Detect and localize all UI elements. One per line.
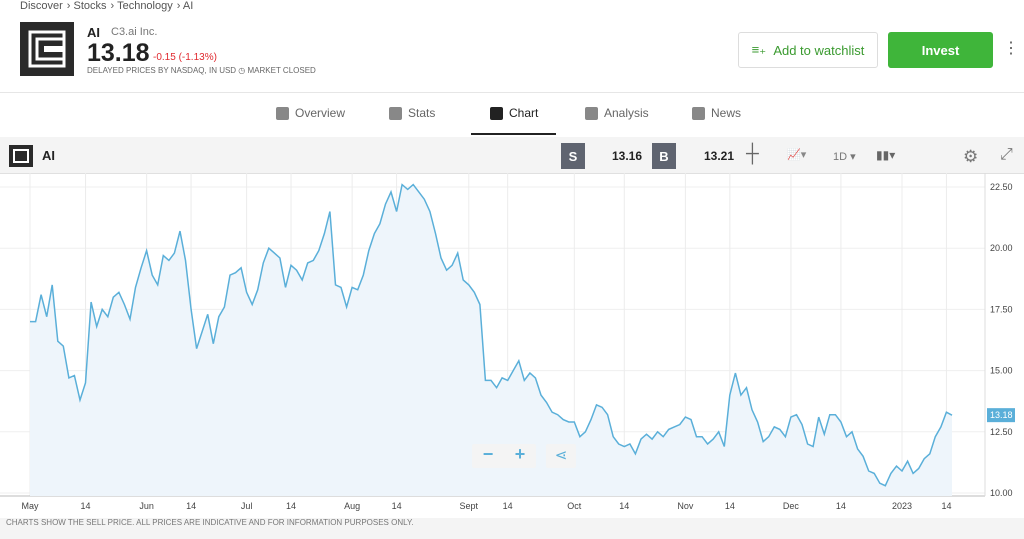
zoom-out[interactable]: − (482, 444, 494, 464)
last-price-box (987, 408, 1015, 423)
x-tick-label: Sept (460, 501, 479, 511)
y-tick-label: 20.00 (990, 243, 1013, 253)
market-status: MARKET CLOSED (247, 66, 316, 75)
chart-toolbar (0, 137, 1024, 174)
divider (0, 92, 1024, 93)
crosshair[interactable]: ┼ (746, 143, 759, 163)
tab[interactable]: News (692, 106, 741, 120)
zoom-in[interactable]: + (514, 444, 526, 464)
interval[interactable]: 1D ▾ (833, 151, 856, 163)
y-tick-label: 17.50 (990, 304, 1013, 314)
ticker: AI (87, 25, 100, 40)
settings[interactable]: ⚙ (963, 147, 979, 166)
buy-price: 13.21 (704, 149, 735, 163)
tab-label: Overview (295, 106, 346, 120)
tab[interactable]: Analysis (585, 106, 649, 120)
note: DELAYED PRICES BY NASDAQ, IN USD ◷ MARKE… (87, 66, 316, 75)
zoom-controls: − + (472, 444, 536, 468)
tab[interactable]: Chart (490, 106, 538, 120)
x-tick-label: Jun (139, 501, 154, 511)
disclaimer: CHARTS SHOW THE SELL PRICE. ALL PRICES A… (0, 518, 1024, 539)
tab-label: Analysis (604, 106, 649, 120)
tab[interactable]: Stats (389, 106, 435, 120)
tab-label: News (711, 106, 742, 120)
y-tick-label: 15.00 (990, 366, 1013, 376)
crumb[interactable]: Technology (117, 0, 173, 12)
x-tick-label: Oct (567, 501, 582, 511)
x-tick-label: 14 (503, 501, 513, 511)
x-tick-label: 14 (81, 501, 91, 511)
more-menu[interactable]: ⋮ (1003, 40, 1019, 57)
crumb: AI (182, 0, 194, 12)
chart-type[interactable]: 📈▾ (787, 149, 807, 161)
y-tick-label: 22.50 (990, 182, 1013, 192)
watchlist-button[interactable]: ≡₊ Add to watchlist (738, 32, 878, 68)
breadcrumb: Discover › Stocks › Technology › AI (20, 0, 194, 12)
x-tick-label: 14 (186, 501, 196, 511)
toolbar-logo (9, 145, 33, 167)
x-tick-label: 14 (286, 501, 296, 511)
tab-label: Stats (408, 106, 436, 120)
x-tick-label: Nov (677, 501, 694, 511)
x-tick-label: 14 (619, 501, 629, 511)
price: 13.18 (87, 39, 150, 67)
x-tick-label: 14 (941, 501, 951, 511)
y-tick-label: 12.50 (990, 427, 1013, 437)
change: -0.15 (-1.13%) (153, 52, 217, 63)
delay-note: DELAYED PRICES BY NASDAQ, IN USD (87, 66, 237, 75)
x-tick-label: 14 (392, 501, 402, 511)
share[interactable]: ⋖ (546, 444, 576, 468)
tab-label: Chart (509, 106, 539, 120)
chart: 10.00 12.50 15.00 17.50 20.00 22.50 May 14 Jun 14… (0, 173, 1015, 511)
invest-button[interactable]: Invest (888, 32, 993, 68)
x-tick-label: Dec (783, 501, 800, 511)
sell-button[interactable]: S (561, 143, 585, 169)
logo (20, 22, 74, 76)
x-tick-label: 2023 (892, 501, 912, 511)
sell-price: 13.16 (612, 149, 643, 163)
x-tick-label: 14 (836, 501, 846, 511)
tab[interactable]: Overview (276, 106, 345, 120)
interval-label: 1D (833, 151, 848, 163)
toolbar-symbol: AI (42, 148, 55, 163)
buy-button[interactable]: B (652, 143, 676, 169)
watchlist-label: Add to watchlist (773, 42, 865, 58)
fullscreen[interactable]: ⤢ (1000, 146, 1013, 163)
candles[interactable]: ▮▮▾ (876, 148, 896, 162)
price-area (30, 184, 952, 496)
tab-underline (471, 133, 556, 135)
crumb[interactable]: Stocks (73, 0, 107, 12)
company: C3.ai Inc. (111, 26, 158, 38)
crumb[interactable]: Discover (20, 0, 63, 12)
x-tick-label: Jul (241, 501, 253, 511)
x-tick-label: Aug (344, 501, 360, 511)
x-tick-label: 14 (725, 501, 735, 511)
last-price-label: 13.18 (990, 410, 1013, 420)
x-tick-label: May (21, 501, 39, 511)
price-line (30, 183, 953, 487)
y-tick-label: 10.00 (990, 488, 1013, 498)
